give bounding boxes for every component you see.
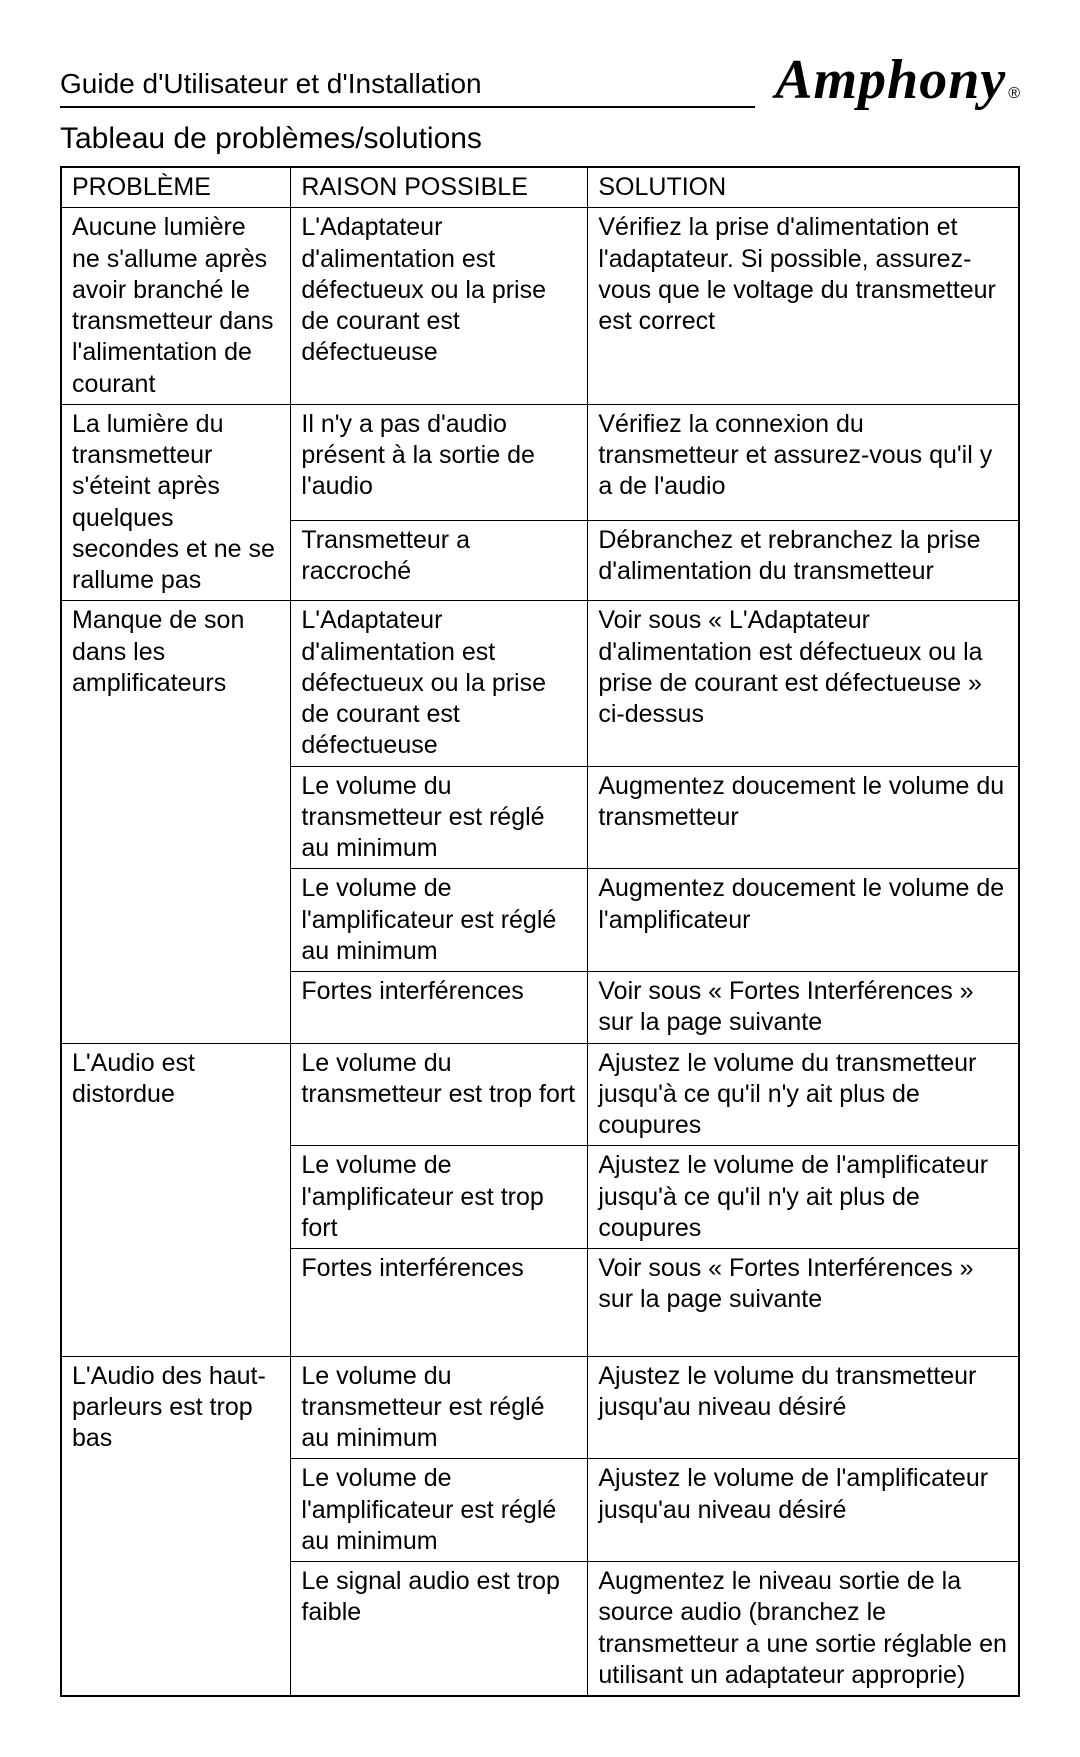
reason-cell: Fortes interférences xyxy=(291,972,588,1044)
reason-cell: Transmetteur a raccroché xyxy=(291,520,588,601)
table-row: Aucune lumière ne s'allume après avoir b… xyxy=(61,208,1019,405)
solution-cell: Augmentez doucement le volume du transme… xyxy=(588,766,1019,869)
guide-title: Guide d'Utilisateur et d'Installation xyxy=(60,68,755,108)
reason-cell: L'Adaptateur d'alimentation est défectue… xyxy=(291,208,588,405)
problem-cell: L'Audio est distordue xyxy=(61,1043,291,1356)
troubleshooting-table: PROBLÈME RAISON POSSIBLE SOLUTION Aucune… xyxy=(60,166,1020,1697)
header: Guide d'Utilisateur et d'Installation Am… xyxy=(60,52,1020,108)
solution-cell: Voir sous « Fortes Interférences » sur l… xyxy=(588,972,1019,1044)
solution-cell: Ajustez le volume du transmetteur jusqu'… xyxy=(588,1356,1019,1459)
table-row: L'Audio des haut-parleurs est trop bas L… xyxy=(61,1356,1019,1459)
reason-cell: Le volume du transmetteur est réglé au m… xyxy=(291,1356,588,1459)
col-header-solution: SOLUTION xyxy=(588,167,1019,208)
solution-cell: Augmentez doucement le volume de l'ampli… xyxy=(588,869,1019,972)
reason-cell: Le volume du transmetteur est réglé au m… xyxy=(291,766,588,869)
reason-cell: Fortes interférences xyxy=(291,1249,588,1357)
problem-cell: Aucune lumière ne s'allume après avoir b… xyxy=(61,208,291,405)
solution-cell: Ajustez le volume de l'amplificateur jus… xyxy=(588,1459,1019,1562)
solution-cell: Débranchez et rebranchez la prise d'alim… xyxy=(588,520,1019,601)
problem-cell: La lumière du transmetteur s'éteint aprè… xyxy=(61,404,291,601)
reason-cell: Le signal audio est trop faible xyxy=(291,1562,588,1697)
solution-cell: Vérifiez la prise d'alimentation et l'ad… xyxy=(588,208,1019,405)
table-row: La lumière du transmetteur s'éteint aprè… xyxy=(61,404,1019,520)
reason-cell: Le volume de l'amplificateur est réglé a… xyxy=(291,1459,588,1562)
reason-cell: Le volume de l'amplificateur est réglé a… xyxy=(291,869,588,972)
table-body: Aucune lumière ne s'allume après avoir b… xyxy=(61,208,1019,1696)
brand-logo: Amphony ® xyxy=(775,52,1020,108)
reason-cell: Le volume de l'amplificateur est trop fo… xyxy=(291,1146,588,1249)
table-header-row: PROBLÈME RAISON POSSIBLE SOLUTION xyxy=(61,167,1019,208)
solution-cell: Ajustez le volume du transmetteur jusqu'… xyxy=(588,1043,1019,1146)
problem-cell: L'Audio des haut-parleurs est trop bas xyxy=(61,1356,291,1696)
logo-text: Amphony xyxy=(775,52,1006,108)
solution-cell: Vérifiez la connexion du transmetteur et… xyxy=(588,404,1019,520)
problem-cell: Manque de son dans les amplificateurs xyxy=(61,601,291,1043)
solution-cell: Ajustez le volume de l'amplificateur jus… xyxy=(588,1146,1019,1249)
table-row: Manque de son dans les amplificateurs L'… xyxy=(61,601,1019,766)
header-left: Guide d'Utilisateur et d'Installation xyxy=(60,68,775,108)
col-header-reason: RAISON POSSIBLE xyxy=(291,167,588,208)
solution-cell: Voir sous « L'Adaptateur d'alimentation … xyxy=(588,601,1019,766)
reason-cell: Il n'y a pas d'audio présent à la sortie… xyxy=(291,404,588,520)
section-title: Tableau de problèmes/solutions xyxy=(60,122,1020,156)
registered-mark-icon: ® xyxy=(1008,85,1020,103)
solution-cell: Augmentez le niveau sortie de la source … xyxy=(588,1562,1019,1697)
solution-cell: Voir sous « Fortes Interférences » sur l… xyxy=(588,1249,1019,1357)
logo-wrap: Amphony ® xyxy=(775,52,1020,108)
col-header-problem: PROBLÈME xyxy=(61,167,291,208)
page: Guide d'Utilisateur et d'Installation Am… xyxy=(0,0,1080,1757)
reason-cell: Le volume du transmetteur est trop fort xyxy=(291,1043,588,1146)
table-row: L'Audio est distordue Le volume du trans… xyxy=(61,1043,1019,1146)
reason-cell: L'Adaptateur d'alimentation est défectue… xyxy=(291,601,588,766)
